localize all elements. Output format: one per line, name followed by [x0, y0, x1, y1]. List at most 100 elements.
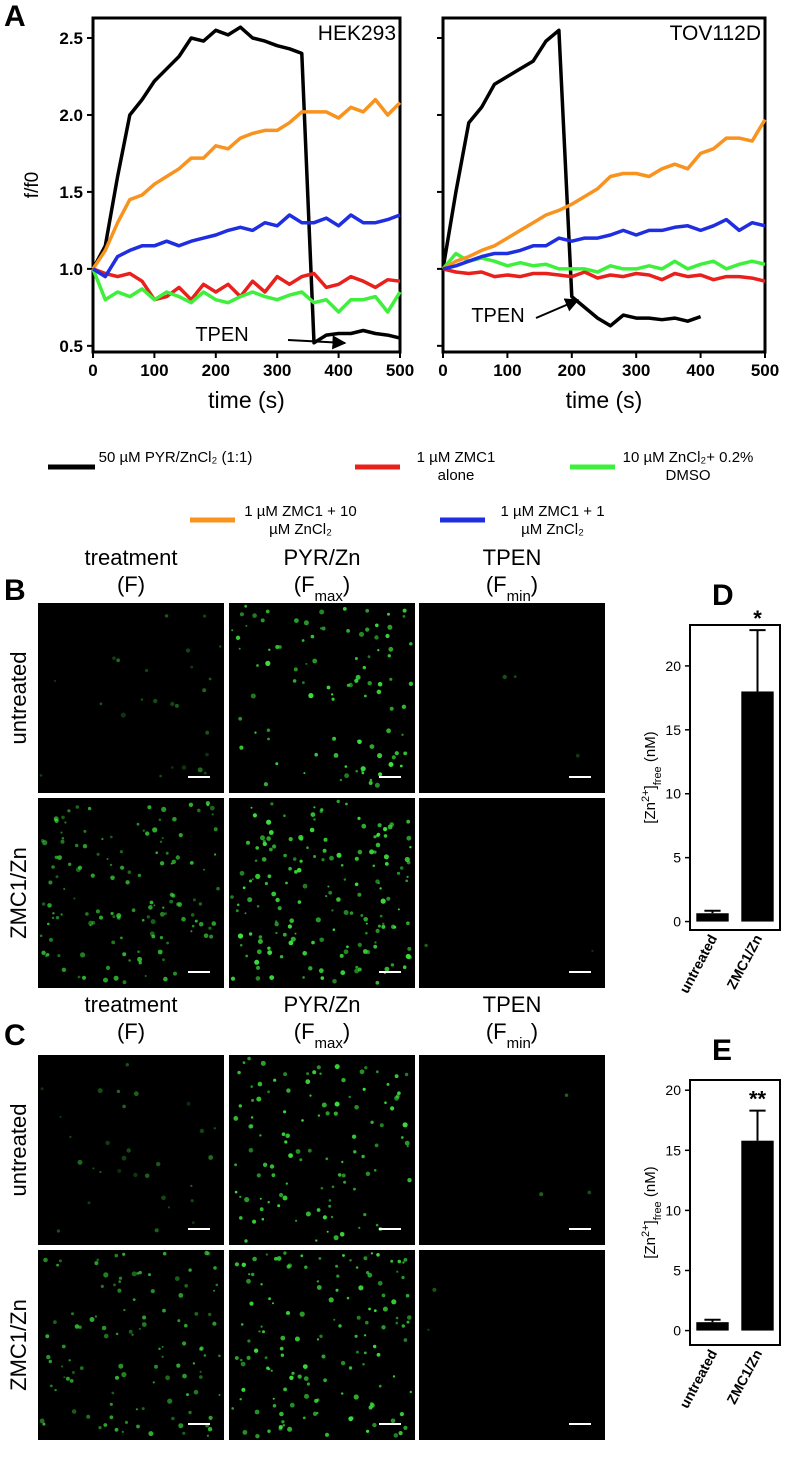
cell	[126, 1148, 131, 1153]
micrograph	[419, 798, 605, 988]
cell	[265, 660, 271, 667]
cell	[279, 955, 284, 959]
cell	[375, 879, 380, 884]
cell	[288, 940, 294, 946]
micrograph	[229, 1055, 415, 1245]
cell	[309, 827, 315, 833]
cell	[116, 913, 122, 919]
micrograph	[419, 603, 605, 793]
cell	[319, 1334, 323, 1339]
x-tick-label: 500	[386, 361, 414, 380]
cell	[77, 975, 81, 979]
data-line	[442, 217, 766, 271]
cell	[111, 940, 116, 945]
cell	[282, 1195, 288, 1201]
cell	[113, 1283, 116, 1287]
cell	[387, 654, 391, 658]
panel-letter: C	[4, 1019, 26, 1052]
cell	[148, 1431, 154, 1437]
cell	[372, 1422, 377, 1428]
cell	[96, 1258, 100, 1262]
cell	[120, 712, 126, 718]
cell	[374, 1143, 379, 1148]
cell	[271, 1173, 276, 1178]
cell	[154, 1364, 158, 1369]
cell	[408, 681, 414, 686]
cell	[198, 921, 204, 927]
x-tick-label: ZMC1/Zn	[723, 1347, 765, 1407]
cell	[209, 805, 215, 811]
cell	[280, 1335, 286, 1341]
cell	[133, 1172, 138, 1178]
cell	[161, 836, 164, 840]
cell	[272, 1404, 277, 1408]
cell	[331, 909, 334, 912]
cell	[357, 892, 362, 897]
cell	[287, 1263, 292, 1268]
cell	[382, 922, 385, 925]
cell	[39, 774, 43, 777]
cell	[150, 1289, 155, 1294]
cell	[158, 818, 162, 822]
cell	[203, 614, 207, 618]
cell	[190, 1199, 194, 1203]
cell	[234, 1356, 239, 1360]
cell	[117, 1288, 122, 1293]
cell	[367, 655, 371, 659]
cell	[308, 966, 313, 971]
cell	[260, 1283, 263, 1286]
cell	[118, 1280, 121, 1283]
cell	[383, 854, 389, 860]
cell	[146, 915, 150, 919]
cell	[144, 1173, 150, 1179]
cell	[302, 883, 308, 889]
y-axis-label-part: (nM)	[642, 1166, 659, 1201]
cell	[267, 874, 272, 879]
cell	[71, 1409, 77, 1414]
cell	[373, 1344, 377, 1349]
cell	[333, 1318, 336, 1321]
cell	[331, 693, 334, 696]
cell	[203, 868, 206, 871]
cell	[266, 728, 271, 732]
cell	[42, 1422, 46, 1426]
cell	[109, 835, 113, 839]
cell	[205, 730, 210, 735]
cell	[240, 1358, 243, 1362]
cell	[193, 1389, 199, 1395]
bar	[741, 1140, 774, 1331]
cell	[381, 1293, 386, 1298]
cell	[310, 634, 315, 639]
cell	[267, 1201, 270, 1204]
y-axis-label-part: [Zn	[642, 802, 659, 824]
cell	[407, 946, 412, 951]
cell	[249, 879, 252, 883]
cell	[287, 1426, 293, 1432]
cell	[383, 834, 388, 838]
cell	[203, 933, 209, 938]
cell	[51, 916, 55, 920]
cell	[60, 831, 63, 834]
cell	[255, 976, 261, 981]
cell	[94, 1261, 99, 1266]
cell	[323, 837, 328, 842]
cell	[362, 665, 366, 670]
cell	[340, 970, 346, 976]
cell	[403, 1338, 408, 1342]
cell	[384, 862, 389, 866]
cell	[364, 1066, 368, 1070]
cell	[280, 1353, 285, 1357]
column-header-symbol: (Fmin)	[486, 572, 538, 605]
y-tick-label: 2.5	[59, 29, 83, 48]
cell	[376, 689, 382, 695]
cell	[265, 1253, 268, 1256]
cell	[321, 1102, 327, 1108]
cell	[302, 951, 308, 956]
cell	[116, 1089, 121, 1094]
cell	[282, 932, 287, 937]
cell	[188, 1268, 192, 1272]
cell	[277, 1204, 281, 1208]
cell	[279, 1411, 284, 1417]
x-tick-label: 0	[438, 361, 447, 380]
y-axis-label-part: (nM)	[642, 731, 659, 766]
